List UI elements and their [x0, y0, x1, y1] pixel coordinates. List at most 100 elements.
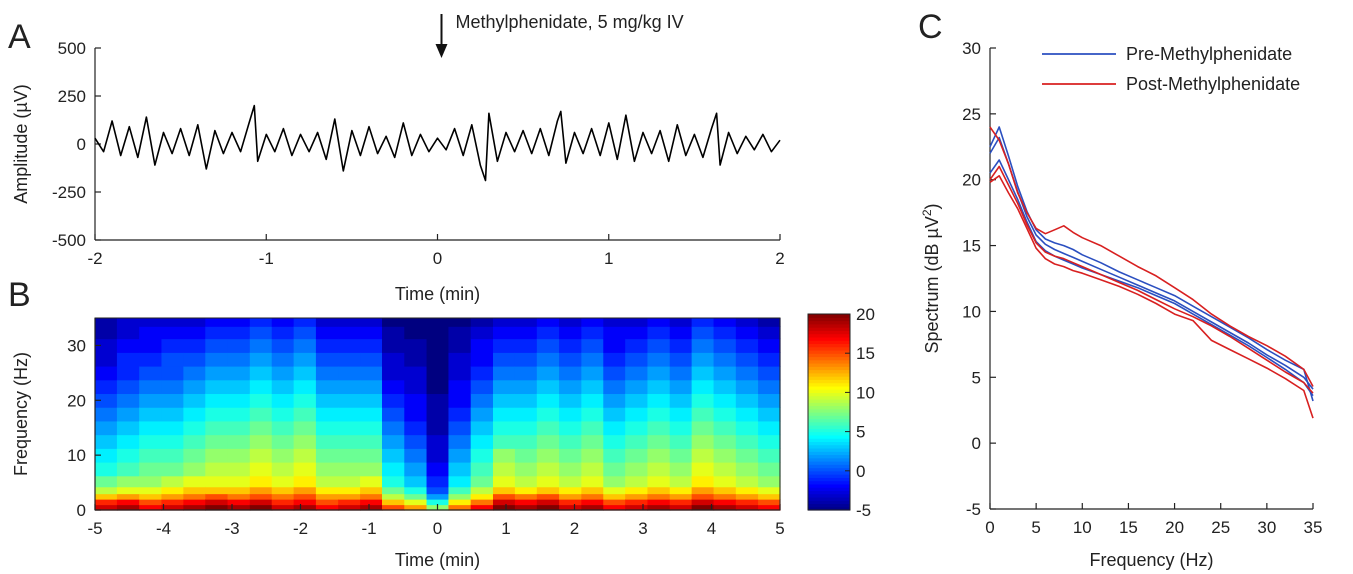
heatmap-cell — [183, 475, 206, 488]
heatmap-cell — [404, 486, 428, 495]
heatmap-cell — [735, 462, 759, 477]
heatmap-cell — [382, 407, 405, 422]
colorbar-band — [808, 340, 850, 344]
panel-b-axes: -5 -4 -3 -2 -1 0 1 2 3 4 5 0 10 20 30 — [67, 318, 785, 538]
panel-c-y-tick-label: 15 — [962, 237, 981, 256]
heatmap-cell — [514, 475, 538, 488]
heatmap-cell — [161, 420, 184, 436]
heatmap-cell — [735, 352, 759, 367]
heatmap-cell — [426, 352, 450, 367]
heatmap-cell — [183, 352, 206, 367]
heatmap-cell — [116, 504, 140, 511]
heatmap-cell — [581, 318, 604, 327]
colorbar-band — [808, 336, 850, 341]
panel-c-y-tick-label: -5 — [966, 500, 981, 519]
heatmap-cell — [95, 434, 118, 449]
heatmap-cell — [448, 318, 472, 327]
colorbar-band — [808, 323, 850, 328]
heatmap-cell — [227, 420, 251, 436]
heatmap-cell — [758, 493, 781, 500]
heatmap-cell — [448, 420, 472, 436]
heatmap-cell — [271, 393, 295, 408]
heatmap-cell — [647, 475, 671, 488]
heatmap-cell — [514, 499, 538, 506]
heatmap-cell — [404, 318, 428, 327]
heatmap-cell — [183, 366, 206, 381]
heatmap-cell — [581, 462, 604, 477]
heatmap-cell — [647, 499, 671, 506]
heatmap-cell — [161, 475, 184, 488]
heatmap-cell — [382, 352, 405, 367]
heatmap-cell — [382, 326, 405, 340]
heatmap-cell — [227, 318, 251, 327]
heatmap-cell — [338, 499, 361, 506]
heatmap-cell — [426, 379, 450, 395]
heatmap-cell — [470, 407, 494, 422]
heatmap-cell — [536, 352, 560, 367]
heatmap-cell — [470, 379, 494, 395]
heatmap-cell — [536, 366, 560, 381]
heatmap-cell — [470, 338, 494, 353]
heatmap-cell — [625, 420, 649, 436]
heatmap-cell — [161, 407, 184, 422]
heatmap-cell — [735, 366, 759, 381]
heatmap-cell — [404, 462, 428, 477]
heatmap-cell — [647, 326, 671, 340]
heatmap-cell — [338, 434, 361, 449]
colorbar-band — [808, 317, 850, 322]
heatmap-cell — [758, 499, 781, 506]
heatmap-cell — [139, 352, 163, 367]
colorbar-band — [808, 425, 850, 429]
heatmap-cell — [161, 352, 184, 367]
heatmap-cell — [713, 499, 737, 506]
panel-a-annotation: Methylphenidate, 5 mg/kg IV — [435, 12, 684, 58]
panel-c-ylabel-close: ) — [922, 203, 942, 209]
heatmap-cell — [161, 393, 184, 408]
heatmap-cell — [713, 393, 737, 408]
panel-a-y-tick-label: 250 — [58, 87, 86, 106]
heatmap-cell — [448, 326, 472, 340]
heatmap-cell — [360, 486, 383, 495]
colorbar-band — [808, 418, 850, 423]
heatmap-cell — [448, 462, 472, 477]
heatmap-cell — [536, 486, 560, 495]
heatmap-cell — [559, 407, 582, 422]
panel-c-x-tick-label: 25 — [1211, 518, 1230, 537]
colorbar-band — [808, 369, 850, 374]
panel-b-x-tick-label: 3 — [638, 519, 647, 538]
pre-spectrum-line — [989, 126, 1314, 402]
panel-a-x-tick-label: 2 — [775, 249, 784, 268]
heatmap-cell — [735, 486, 759, 495]
heatmap-cell — [293, 493, 317, 500]
colorbar-band — [808, 438, 850, 442]
heatmap-cell — [514, 338, 538, 353]
heatmap-cell — [625, 493, 649, 500]
heatmap-cell — [183, 326, 206, 340]
heatmap-cell — [205, 499, 229, 506]
panel-c-y-tick-label: 0 — [972, 434, 981, 453]
heatmap-cell — [404, 499, 428, 506]
heatmap-cell — [183, 499, 206, 506]
panel-c-ylabel-sup: 2 — [920, 209, 934, 216]
heatmap-cell — [426, 366, 450, 381]
heatmap-cell — [338, 366, 361, 381]
heatmap-cell — [183, 379, 206, 395]
panel-a: A -2 -1 0 1 2 -500 -250 0 250 500 Methylphenidate… — [8, 12, 785, 304]
heatmap-cell — [603, 338, 626, 353]
heatmap-cell — [249, 379, 273, 395]
heatmap-cell — [559, 420, 582, 436]
heatmap-cell — [227, 407, 251, 422]
heatmap-cell — [360, 379, 383, 395]
heatmap-cell — [293, 338, 317, 353]
colorbar-tick-label: 10 — [856, 383, 875, 402]
heatmap-cell — [271, 499, 295, 506]
heatmap-cell — [603, 393, 626, 408]
heatmap-cell — [581, 493, 604, 500]
heatmap-cell — [625, 499, 649, 506]
heatmap-cell — [713, 379, 737, 395]
heatmap-cell — [139, 448, 163, 463]
heatmap-cell — [426, 407, 450, 422]
heatmap-cell — [492, 318, 516, 327]
colorbar-band — [808, 434, 850, 439]
heatmap-cell — [448, 448, 472, 463]
